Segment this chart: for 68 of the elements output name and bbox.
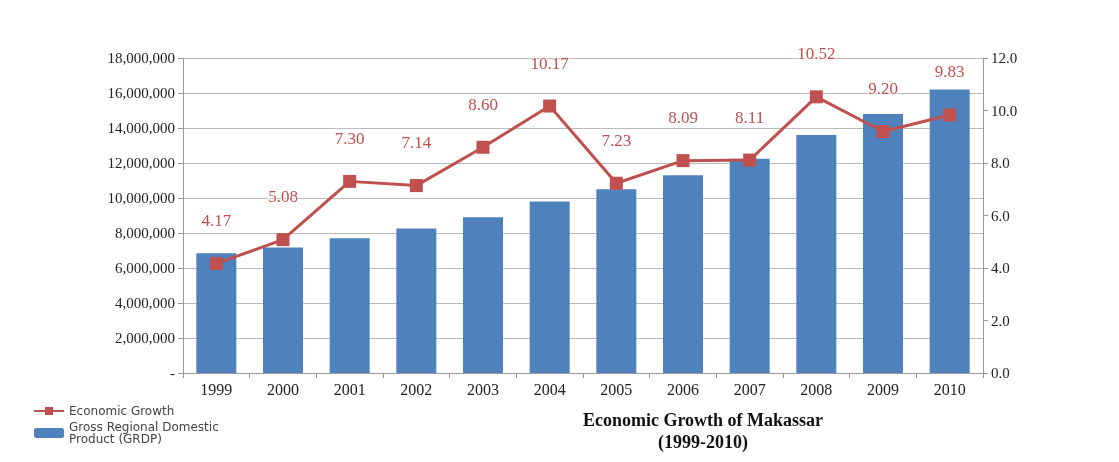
x-tick-label: 2008 [800, 380, 833, 398]
data-label: 8.11 [735, 107, 765, 127]
bar [863, 114, 903, 373]
y2-tick-label: 0.0 [991, 365, 1010, 381]
x-tick-label: 2003 [467, 380, 499, 398]
y-tick-label: 4,000,000 [115, 295, 175, 311]
y2-tick-label: 4.0 [991, 260, 1010, 276]
point [543, 99, 557, 113]
y-tick-label: 14,000,000 [107, 120, 175, 136]
y-tick-label: 12,000,000 [107, 155, 175, 171]
x-tick-label: 2005 [600, 380, 633, 398]
data-label: 4.17 [201, 211, 232, 231]
y2-tick-label: 12.0 [991, 50, 1018, 66]
bar [729, 158, 770, 373]
data-label: 8.60 [468, 94, 498, 114]
x-tick-label: 1999 [200, 380, 233, 398]
text: Economic Growth of Makassar (1999-2010) [582, 410, 824, 453]
bar [796, 135, 837, 373]
x-tick-label: 2009 [867, 380, 899, 398]
legend-label: Economic Growth [69, 404, 175, 418]
point [343, 174, 357, 188]
x-tick-label: 2010 [933, 380, 966, 398]
data-label: 10.52 [797, 44, 836, 64]
y2-tick-label: 2.0 [991, 312, 1010, 329]
y-tick-label: 10,000,000 [107, 190, 175, 206]
data-label: 8.09 [668, 108, 698, 128]
y-tick-label: 6,000,000 [115, 260, 175, 276]
x-tick-label: 2002 [400, 380, 433, 398]
bar [196, 253, 237, 373]
legend-label: Gross Regional Domestic Product (GRDP) [69, 420, 223, 446]
x-tick-label: 2004 [533, 380, 566, 398]
data-label: 9.20 [868, 79, 898, 98]
y-tick-label: 2,000,000 [115, 330, 175, 346]
point [409, 179, 423, 193]
point [609, 176, 623, 190]
point [276, 233, 290, 247]
y2-tick-label: 8.0 [991, 155, 1010, 171]
point [876, 125, 890, 138]
bar [463, 217, 503, 373]
point [743, 153, 757, 167]
point [943, 108, 957, 122]
data-label: 7.30 [334, 128, 365, 148]
y2-tick-label: 10.0 [991, 102, 1018, 119]
data-label: 7.14 [401, 133, 432, 153]
y2-tick-label: 6.0 [991, 207, 1010, 224]
bar [529, 201, 570, 373]
x-tick-label: 2001 [333, 380, 366, 398]
bar [396, 228, 437, 373]
y-tick-label: 18,000,000 [107, 50, 175, 66]
y-tick-label: - [170, 365, 175, 381]
data-label: 9.83 [934, 62, 965, 82]
bar [663, 175, 703, 373]
y-tick-label: 8,000,000 [115, 225, 175, 241]
bar [329, 238, 370, 373]
x-tick-label: 2000 [267, 380, 299, 398]
bar [596, 189, 637, 373]
point [676, 154, 690, 168]
point [209, 257, 223, 271]
data-label: 7.23 [601, 130, 632, 150]
point [809, 90, 823, 104]
x-tick-label: 2006 [667, 380, 699, 398]
data-label: 5.08 [268, 187, 298, 207]
point [476, 140, 490, 154]
bar [929, 89, 970, 373]
y-tick-label: 16,000,000 [107, 85, 175, 101]
x-tick-label: 2007 [733, 380, 766, 398]
bar [263, 247, 303, 373]
data-label: 10.17 [530, 53, 570, 73]
